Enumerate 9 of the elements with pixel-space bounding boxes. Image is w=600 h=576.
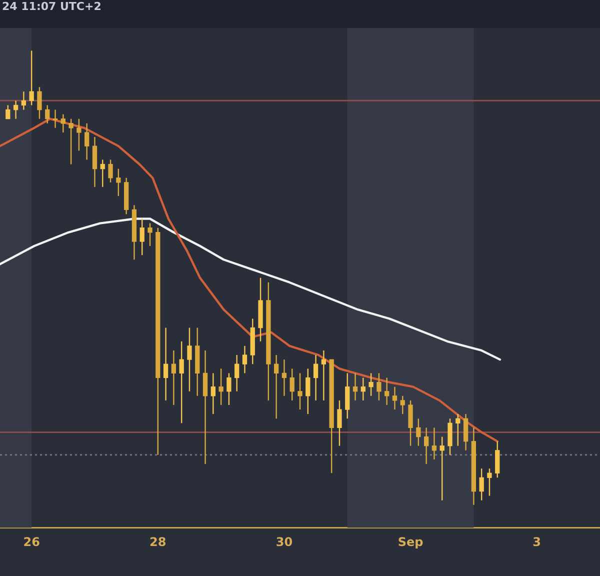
text: 24 11:07 UTC+2 — [2, 0, 102, 13]
x-tick-label: 28 — [150, 534, 166, 549]
x-tick-label: Sep — [398, 534, 424, 549]
x-tick-label: 26 — [23, 534, 40, 549]
candlestick — [68, 118, 74, 165]
x-tick-label: 3 — [532, 534, 542, 549]
candlestick — [116, 168, 121, 197]
x-tick-label: 30 — [276, 534, 293, 549]
candlestick — [76, 118, 82, 152]
